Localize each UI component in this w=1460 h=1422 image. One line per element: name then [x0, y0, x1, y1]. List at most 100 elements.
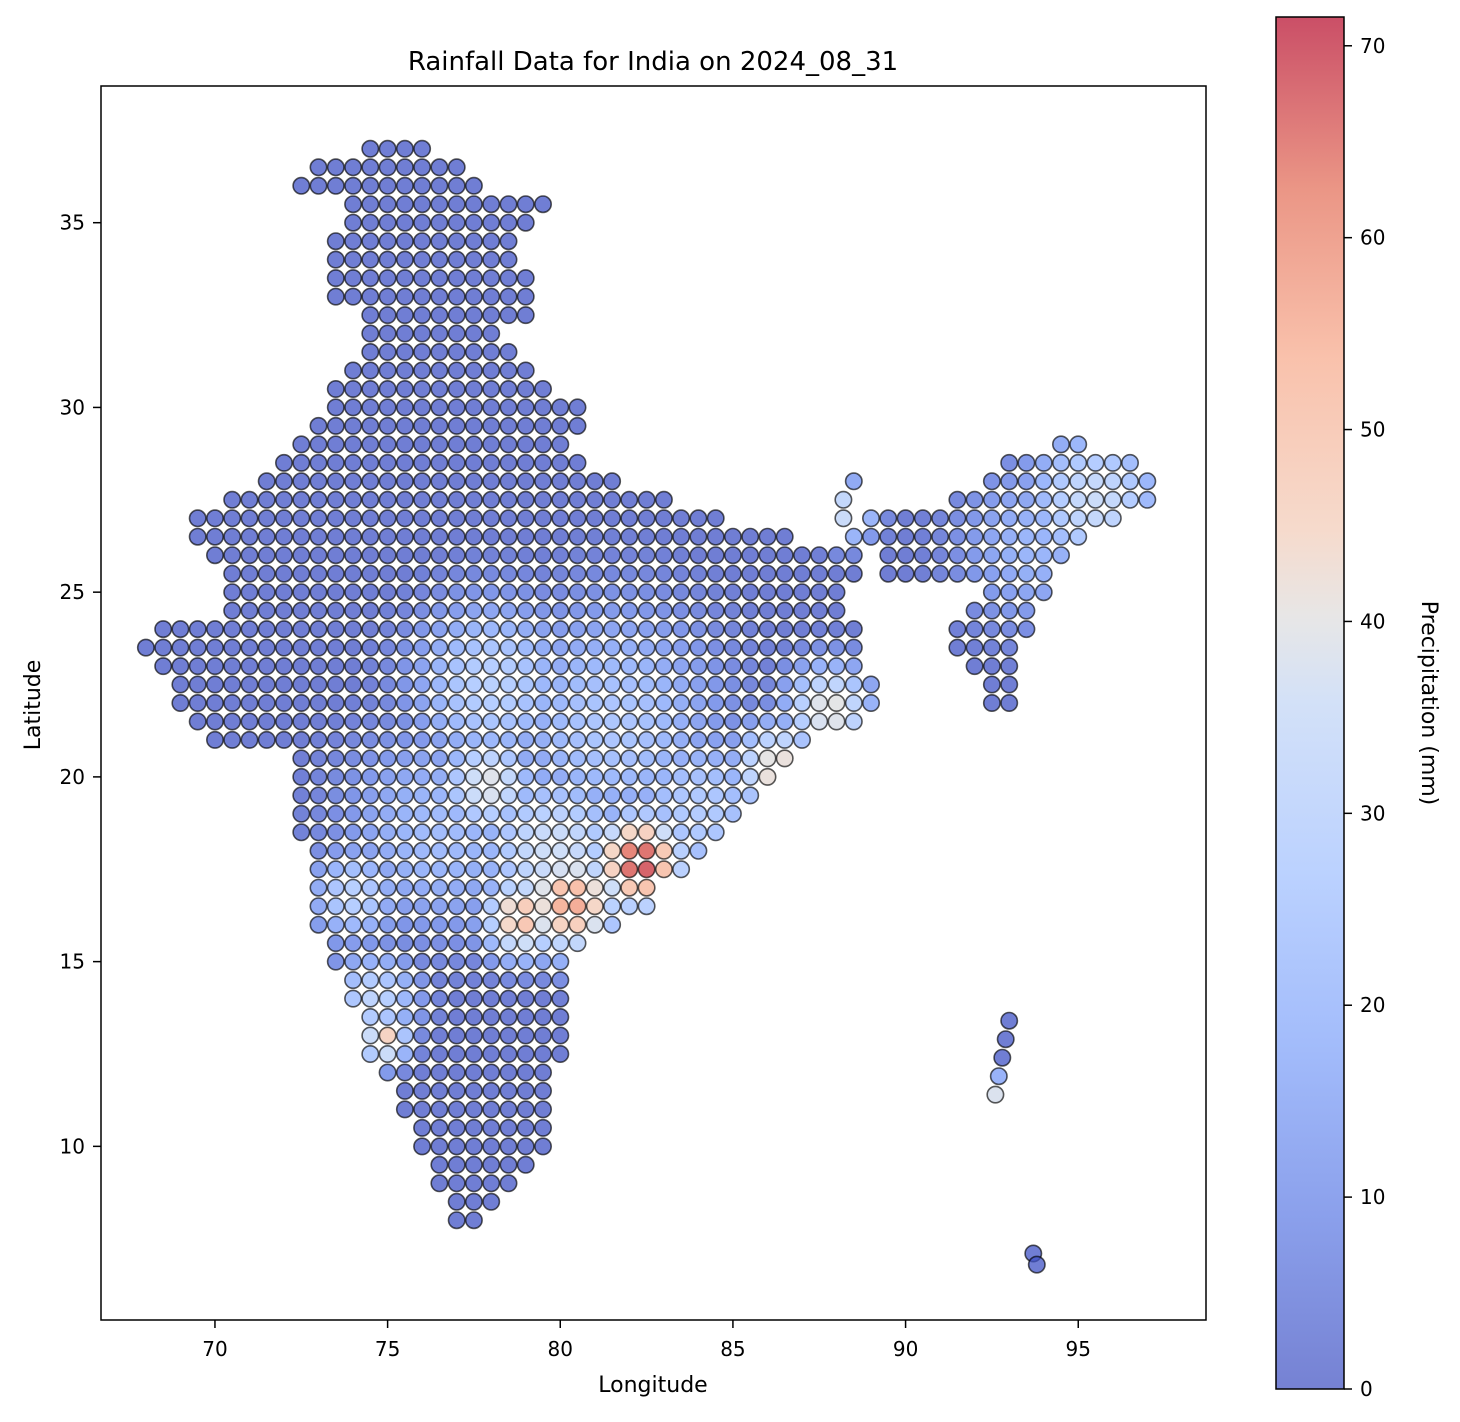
rain-point	[482, 730, 501, 749]
rain-point	[533, 472, 552, 491]
rain-point	[395, 897, 414, 916]
rain-point	[413, 878, 432, 897]
rain-point	[292, 749, 311, 768]
rain-point	[499, 657, 518, 676]
rain-point	[395, 1100, 414, 1119]
rain-point	[326, 601, 345, 620]
rain-point-northeast	[1017, 509, 1036, 528]
rain-point	[430, 158, 449, 177]
rain-point	[516, 269, 535, 288]
rain-point	[326, 620, 345, 639]
rain-point	[413, 232, 432, 251]
rain-point	[464, 546, 483, 565]
rain-point	[378, 1045, 397, 1064]
rain-point	[482, 675, 501, 694]
rain-point	[706, 823, 725, 842]
rain-point	[413, 416, 432, 435]
rain-point-northeast	[1017, 453, 1036, 472]
rain-point	[533, 1026, 552, 1045]
rain-point	[413, 490, 432, 509]
rain-point	[395, 1026, 414, 1045]
rain-point	[482, 841, 501, 860]
rain-point	[482, 971, 501, 990]
rain-point	[551, 860, 570, 879]
rain-point	[482, 324, 501, 343]
rain-point	[240, 620, 259, 639]
rain-point	[603, 730, 622, 749]
rain-point	[499, 804, 518, 823]
rain-point	[637, 583, 656, 602]
rain-point	[430, 361, 449, 380]
rain-point	[551, 675, 570, 694]
rain-point	[447, 546, 466, 565]
rain-point-northeast	[948, 620, 967, 639]
rain-point	[482, 767, 501, 786]
y-tick-label: 25	[60, 580, 85, 604]
rain-point	[672, 823, 691, 842]
rain-point	[292, 823, 311, 842]
rain-point	[413, 250, 432, 269]
rain-point	[223, 712, 242, 731]
rain-point	[464, 490, 483, 509]
rain-point	[654, 490, 673, 509]
rain-point	[464, 361, 483, 380]
rain-point-northeast	[1086, 509, 1105, 528]
rain-point	[482, 472, 501, 491]
rain-point	[447, 195, 466, 214]
rain-point	[551, 435, 570, 454]
rain-point	[775, 583, 794, 602]
rain-point	[568, 897, 587, 916]
rain-point	[292, 583, 311, 602]
rain-point	[309, 823, 328, 842]
rain-point	[620, 878, 639, 897]
rain-point	[827, 657, 846, 676]
rain-point	[309, 693, 328, 712]
rain-point	[568, 878, 587, 897]
rain-point	[344, 195, 363, 214]
rain-point	[395, 564, 414, 583]
rain-point-northeast	[1000, 546, 1019, 565]
rain-point	[620, 841, 639, 860]
rain-point	[637, 712, 656, 731]
rain-point	[585, 897, 604, 916]
rain-point	[361, 1007, 380, 1026]
y-tick-label: 15	[60, 950, 85, 974]
rain-point	[499, 361, 518, 380]
rain-point	[274, 490, 293, 509]
rain-point	[758, 675, 777, 694]
rain-point	[464, 416, 483, 435]
rain-point	[568, 675, 587, 694]
rain-point	[413, 1081, 432, 1100]
rain-point	[689, 712, 708, 731]
rain-point-northeast	[1017, 490, 1036, 509]
rain-point	[482, 989, 501, 1008]
rain-point	[274, 620, 293, 639]
rain-point	[326, 693, 345, 712]
rain-point	[672, 804, 691, 823]
rain-point	[292, 675, 311, 694]
rain-point	[378, 823, 397, 842]
rain-point	[430, 657, 449, 676]
rain-point	[499, 416, 518, 435]
colorbar-tick-label: 70	[1360, 34, 1385, 58]
colorbar-frame	[1275, 16, 1345, 1390]
rain-point	[447, 379, 466, 398]
rain-point	[723, 620, 742, 639]
rain-point	[482, 601, 501, 620]
rain-point	[344, 952, 363, 971]
rain-point	[516, 1063, 535, 1082]
rain-point	[464, 1155, 483, 1174]
rain-point	[361, 583, 380, 602]
rain-point	[499, 1081, 518, 1100]
rain-point	[378, 213, 397, 232]
rain-point	[844, 638, 863, 657]
rain-point	[689, 749, 708, 768]
rain-point	[499, 250, 518, 269]
rain-point-northeast	[879, 546, 898, 565]
rain-point	[827, 583, 846, 602]
rain-point	[464, 176, 483, 195]
rain-point	[585, 638, 604, 657]
rain-point	[637, 786, 656, 805]
rain-point	[326, 712, 345, 731]
rain-point	[464, 1026, 483, 1045]
